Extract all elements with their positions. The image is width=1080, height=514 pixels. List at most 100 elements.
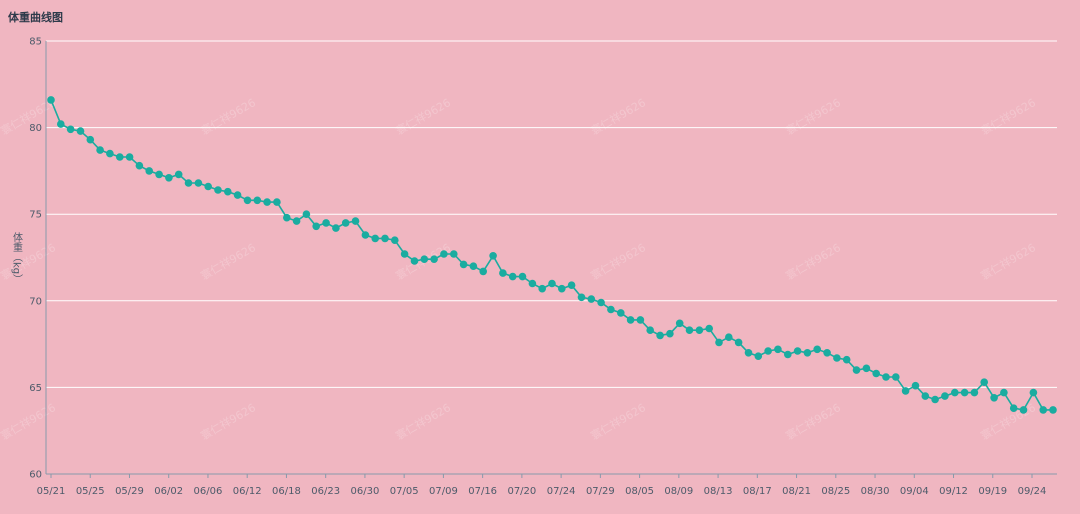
data-point — [135, 161, 144, 170]
data-point — [901, 387, 910, 395]
x-tick-label: 07/16 — [468, 486, 497, 497]
y-tick-label: 85 — [29, 37, 42, 48]
data-point — [1019, 406, 1028, 414]
data-point — [754, 352, 763, 361]
data-point — [803, 349, 812, 357]
data-point — [57, 120, 65, 128]
data-point — [371, 234, 380, 243]
data-point — [322, 219, 330, 227]
data-point — [106, 149, 114, 158]
data-point — [125, 153, 134, 161]
y-axis-label: 体重（kg） — [11, 232, 23, 284]
watermark-text: 寰仁祥9626 — [783, 240, 843, 283]
data-point — [1009, 404, 1018, 413]
data-point — [931, 395, 939, 404]
data-point — [155, 170, 163, 179]
data-point — [351, 217, 360, 225]
watermark-text: 寰仁祥9626 — [198, 240, 258, 283]
data-point — [400, 250, 409, 258]
x-tick-label: 06/23 — [311, 486, 340, 497]
x-tick-label: 05/25 — [76, 486, 105, 497]
chart-title: 体重曲线图 — [8, 11, 63, 24]
data-point — [793, 347, 802, 355]
data-point — [184, 179, 193, 187]
x-tick-label: 05/21 — [37, 486, 66, 497]
data-point — [410, 257, 419, 265]
data-point — [744, 349, 753, 357]
data-point — [96, 146, 104, 154]
data-point — [960, 388, 969, 397]
data-point — [273, 198, 281, 206]
data-point — [1049, 406, 1057, 414]
data-point — [558, 284, 566, 293]
data-point — [469, 262, 478, 271]
watermark-text: 寰仁祥9626 — [0, 240, 58, 283]
data-point — [813, 345, 821, 354]
data-point — [165, 174, 173, 182]
data-point — [941, 392, 949, 400]
series-line — [50, 99, 1053, 411]
data-point — [666, 329, 674, 338]
y-tick-label: 70 — [29, 296, 42, 307]
data-point — [705, 324, 713, 333]
data-point — [86, 135, 95, 144]
x-tick-label: 08/30 — [861, 486, 890, 497]
data-point — [725, 333, 733, 342]
data-point — [391, 236, 399, 244]
watermark-text: 寰仁祥9626 — [588, 95, 648, 138]
data-point — [734, 338, 743, 347]
data-point — [302, 210, 311, 218]
data-point — [862, 364, 871, 373]
data-point — [636, 316, 645, 324]
watermark-text: 寰仁祥9626 — [588, 240, 648, 283]
data-point — [145, 167, 153, 175]
data-point — [440, 250, 448, 258]
data-point — [381, 234, 389, 243]
watermark-text: 寰仁祥9626 — [783, 400, 843, 443]
data-point — [283, 213, 291, 222]
x-tick-label: 09/04 — [900, 486, 929, 497]
data-point — [774, 345, 782, 354]
x-tick-label: 09/12 — [939, 486, 968, 497]
watermark-text: 寰仁祥9626 — [198, 400, 258, 443]
data-point — [577, 293, 586, 302]
data-point — [459, 260, 468, 269]
data-point — [675, 319, 684, 328]
data-point — [852, 366, 861, 374]
x-tick-label: 08/13 — [704, 486, 733, 497]
data-point — [361, 231, 370, 239]
data-point — [872, 369, 880, 378]
watermark-text: 寰仁祥9626 — [0, 400, 58, 443]
watermark-text: 寰仁祥9626 — [198, 95, 258, 138]
data-point — [499, 269, 507, 277]
data-point — [312, 222, 321, 231]
data-point — [617, 309, 625, 317]
data-point — [833, 354, 841, 362]
data-point — [685, 326, 694, 335]
x-tick-label: 06/18 — [272, 486, 301, 497]
data-point — [47, 96, 55, 104]
watermark-text: 寰仁祥9626 — [783, 95, 843, 138]
data-point — [430, 255, 438, 263]
watermark-text: 寰仁祥9626 — [393, 400, 453, 443]
x-tick-label: 06/30 — [351, 486, 380, 497]
x-tick-label: 07/20 — [507, 486, 536, 497]
data-point — [224, 187, 232, 196]
data-point — [508, 272, 517, 281]
x-tick-label: 08/09 — [664, 486, 693, 497]
data-point — [420, 255, 429, 263]
data-point — [990, 394, 998, 402]
data-point — [695, 326, 704, 335]
data-point — [970, 388, 979, 397]
data-point — [341, 219, 350, 227]
data-point — [587, 295, 596, 303]
data-point — [567, 281, 576, 290]
x-tick-label: 07/29 — [586, 486, 615, 497]
data-point — [548, 279, 556, 288]
watermark-text: 寰仁祥9626 — [393, 95, 453, 138]
data-point — [784, 350, 792, 359]
data-point — [116, 153, 124, 161]
x-tick-label: 07/09 — [429, 486, 458, 497]
